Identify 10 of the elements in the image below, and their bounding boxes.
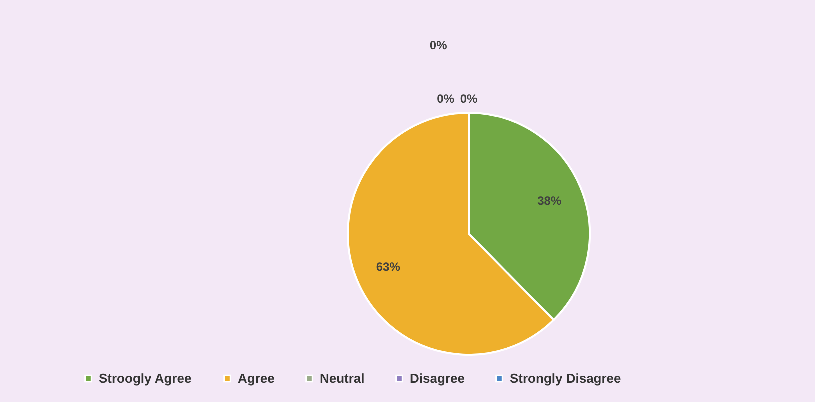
legend-label: Agree (238, 370, 275, 386)
text: 0% (437, 92, 454, 106)
text: 0% (430, 38, 448, 52)
legend-label: Strongly Disagree (510, 370, 622, 386)
text: 0% (460, 92, 478, 106)
legend-label: Disagree (410, 370, 465, 386)
legend-label: Neutral (320, 370, 365, 386)
legend-label: Stroogly Agree (99, 370, 192, 386)
data-label: 38% (538, 194, 562, 208)
data-label: 63% (376, 260, 401, 274)
